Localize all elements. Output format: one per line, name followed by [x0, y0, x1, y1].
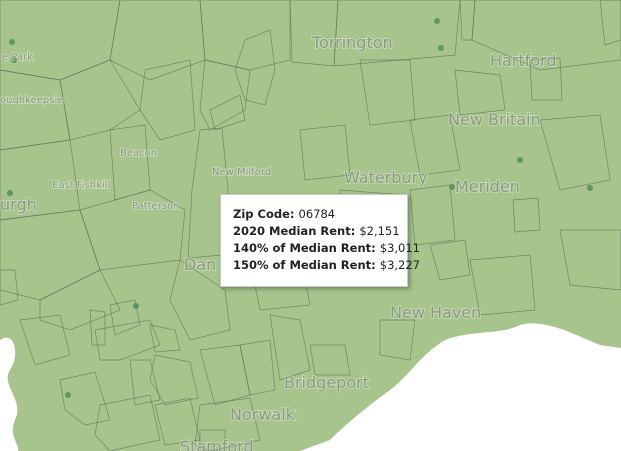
place-label: Stamford — [180, 437, 254, 451]
place-label: urgh — [0, 195, 37, 214]
tooltip-label: 2020 Median Rent: — [233, 224, 356, 238]
place-label: Dan — [184, 255, 216, 274]
place-label: Meriden — [455, 177, 520, 196]
river — [0, 337, 19, 451]
tooltip-row: 2020 Median Rent: $2,151 — [233, 224, 400, 241]
place-label: Torrington — [311, 33, 393, 52]
tooltip-label: 140% of Median Rent: — [233, 241, 376, 255]
tooltip: Zip Code: 06784 2020 Median Rent: $2,151 140… — [220, 194, 420, 287]
place-label: New Britain — [448, 110, 541, 129]
tooltip-row: Zip Code: 06784 — [233, 207, 395, 224]
place-label: oughkeepsie — [0, 95, 63, 106]
place-labels: Torrington Hartford New Britain Waterbury Me… — [0, 32, 558, 451]
tooltip-value: $3,227 — [379, 258, 420, 272]
tooltip-label: 150% of Median Rent: — [233, 258, 376, 272]
place-label: East Fishkill — [52, 180, 110, 191]
place-label: Bridgeport — [284, 373, 369, 392]
place-label: New Milford — [212, 167, 271, 178]
place-label: Hartford — [490, 51, 557, 70]
tooltip-value: $2,151 — [359, 224, 400, 238]
place-label: Waterbury — [344, 168, 428, 187]
tooltip-value: $3,011 — [379, 241, 420, 255]
tooltip-value: 06784 — [298, 207, 336, 221]
place-label: Norwalk — [230, 405, 296, 424]
place-label: e Park — [2, 52, 33, 63]
tooltip-label: Zip Code: — [233, 207, 295, 221]
dots — [7, 18, 593, 398]
place-label: Beacon — [120, 148, 157, 159]
tooltip-row: 140% of Median Rent: $3,011 — [233, 241, 420, 258]
sound — [300, 323, 621, 451]
tooltip-row: 150% of Median Rent: $3,227 — [233, 258, 420, 275]
place-label: Patterson — [132, 201, 179, 212]
place-label: New Haven — [390, 303, 481, 322]
